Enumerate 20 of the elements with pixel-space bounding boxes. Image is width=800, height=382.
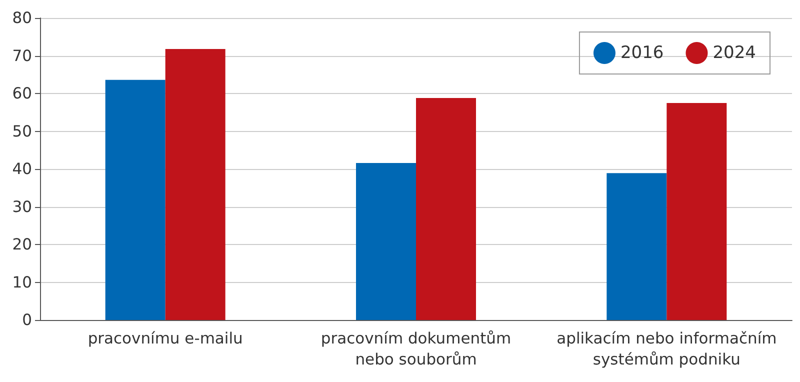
bar [165,48,226,320]
y-tick-label: 80 [12,9,32,27]
y-tick-label: 0 [22,311,32,329]
bar [356,162,416,320]
y-tick-label: 40 [12,160,32,178]
bar [666,102,727,320]
x-tick-label: aplikacím nebo informačním systémům podniku [556,330,777,368]
y-tick-label: 60 [12,84,32,102]
y-tick-label: 10 [12,273,32,292]
y-tick-label: 20 [12,236,32,254]
y-tick-label: 70 [12,46,32,65]
y-tick-label: 30 [12,198,32,216]
x-tick-label: pracovním dokumentům nebo souborům [320,330,512,368]
bar [105,80,166,320]
legend-label: 2016 [620,43,664,63]
y-tick-label: 50 [12,122,32,140]
x-tick-label: pracovnímu e-mailu [88,330,243,348]
legend-label: 2024 [712,43,756,63]
bar [416,98,476,320]
bar [606,173,667,320]
